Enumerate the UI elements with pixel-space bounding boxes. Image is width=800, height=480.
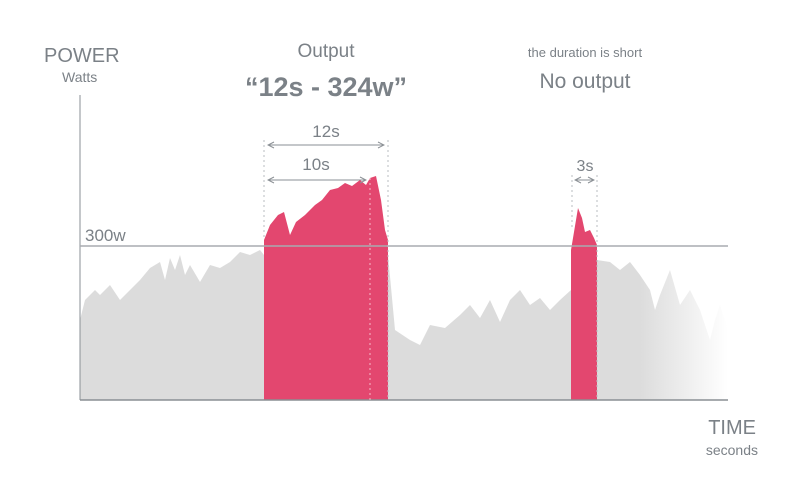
short-result: No output [539, 70, 630, 93]
y-unit: Watts [62, 69, 97, 85]
output-area [264, 176, 388, 400]
guides [263, 140, 598, 400]
output-result: “12s - 324w” [245, 72, 407, 102]
x-unit: seconds [706, 442, 758, 458]
power-area [80, 250, 728, 400]
y-label: POWER [44, 45, 120, 67]
span-label: 12s [312, 122, 339, 141]
short-spike [571, 208, 597, 400]
output-heading: Output [297, 41, 355, 62]
short-note: the duration is short [528, 45, 643, 60]
span-label: 3s [577, 158, 594, 175]
threshold-label: 300w [85, 226, 126, 245]
span-label: 10s [302, 155, 329, 174]
x-label: TIME [708, 417, 756, 439]
